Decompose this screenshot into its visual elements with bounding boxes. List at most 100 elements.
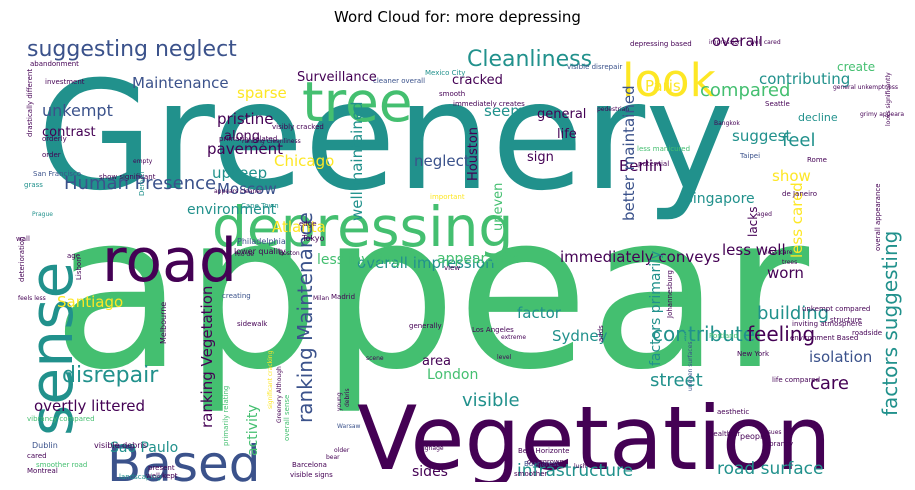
cloud-word: abandonment: [30, 60, 79, 68]
cloud-word: ranking Vegetation: [198, 286, 216, 428]
cloud-word: primarily related: [219, 135, 277, 143]
cloud-word: Dublin: [32, 441, 58, 450]
cloud-word: Moscow: [217, 180, 277, 198]
cloud-word: Rome: [807, 156, 827, 164]
cloud-word: area: [422, 354, 451, 369]
cloud-word: Human Presence: [64, 173, 216, 194]
cloud-word: de Janeiro: [782, 190, 817, 198]
cloud-word: contrast: [42, 125, 96, 140]
cloud-word: less cared: [788, 182, 806, 258]
cloud-word: Greenery: [37, 50, 734, 224]
cloud-word: inviting atmosphere: [792, 320, 862, 328]
cloud-word: roadside: [852, 329, 882, 337]
cloud-word: ranking Maintenance: [293, 212, 317, 423]
cloud-word: looks significantly: [885, 72, 892, 126]
cloud-word: road surface: [717, 459, 823, 479]
cloud-word: life compared: [772, 376, 820, 384]
cloud-word: uneven surfaces: [687, 341, 694, 391]
cloud-word: vibrancy: [763, 440, 793, 448]
cloud-word: Maintenance: [132, 74, 229, 92]
cloud-word: creating: [222, 292, 251, 300]
cloud-word: Berlin: [619, 157, 663, 175]
cloud-word: better maintained: [620, 85, 638, 221]
cloud-word: general unkemptness: [833, 84, 898, 91]
cloud-word: suggesting neglect: [27, 37, 237, 62]
cloud-word: environment: [187, 202, 277, 218]
cloud-word: landscaping: [119, 473, 161, 481]
cloud-word: life: [557, 127, 577, 142]
cloud-word: Houston: [466, 127, 481, 181]
cloud-word: empty: [133, 158, 153, 165]
cloud-word: well maintained: [348, 101, 366, 221]
cloud-word: cracked: [452, 73, 503, 88]
cloud-word: bear: [326, 454, 340, 461]
cloud-word: infrastructure: [517, 461, 633, 481]
cloud-word: Portland: [709, 332, 738, 340]
cloud-word: wall: [16, 235, 30, 243]
cloud-word: worn: [767, 264, 804, 282]
cloud-word: pristine: [217, 110, 273, 128]
cloud-word: feeling: [747, 322, 815, 346]
cloud-word: adds: [597, 325, 605, 342]
cloud-word: unkempt compared: [802, 305, 870, 313]
cloud-word: scene: [366, 355, 384, 362]
cloud-word: smoother: [514, 470, 548, 478]
cloud-word: London: [427, 367, 478, 383]
cloud-word: Paris: [645, 77, 681, 95]
cloud-word: along: [224, 129, 260, 144]
cloud-word: pedestrian: [597, 106, 629, 113]
cloud-word: sparse: [237, 84, 287, 102]
cloud-word: less well: [722, 241, 786, 259]
cloud-word: lacks: [746, 207, 760, 238]
cloud-word: grass: [24, 181, 43, 189]
cloud-word: building: [757, 303, 829, 324]
cloud-word: visible signs: [290, 471, 333, 479]
cloud-word: visible: [462, 390, 520, 411]
cloud-word: Barcelona: [292, 461, 327, 469]
cloud-word: sense: [17, 262, 87, 436]
cloud-word: look: [622, 54, 716, 107]
cloud-word: contribute: [652, 322, 755, 346]
cloud-word: street: [650, 370, 703, 391]
cloud-word: Seattle: [765, 100, 790, 108]
cloud-word: Los Angeles: [472, 326, 514, 334]
cloud-word: create: [837, 60, 875, 74]
cloud-word: Prague: [32, 211, 53, 218]
cloud-word: Denver: [138, 170, 146, 196]
cloud-word: Johannesburg: [666, 270, 674, 319]
cloud-word: less manicured: [637, 145, 690, 153]
cloud-word: people: [740, 432, 767, 441]
cloud-word: issues: [763, 429, 782, 436]
cloud-word: Chicago: [274, 152, 334, 170]
cloud-word: Boston: [279, 250, 300, 257]
cloud-word: compared: [700, 80, 790, 101]
cloud-word: extreme: [501, 334, 526, 341]
cloud-word: young: [336, 392, 343, 411]
cloud-word: seem: [484, 102, 525, 120]
cloud-word: Madrid: [331, 293, 355, 301]
cloud-word: factors suggesting: [878, 231, 902, 416]
cloud-word: Cape Town: [241, 202, 279, 210]
cloud-word: less inviting: [317, 252, 401, 268]
cloud-word: environment Based: [790, 334, 858, 342]
cloud-word: age: [67, 252, 80, 260]
cloud-word: smooth: [439, 90, 465, 98]
cloud-word: investment: [45, 78, 85, 86]
cloud-word: lush: [574, 463, 587, 470]
cloud-word: uneven: [491, 183, 506, 231]
cloud-word: Melbourne: [159, 302, 168, 344]
cloud-word: New York: [737, 350, 770, 358]
cloud-word: Cleanliness: [467, 47, 592, 72]
cloud-word: healthier: [709, 430, 740, 438]
cloud-word: Belo Horizonte: [518, 447, 569, 455]
cloud-word: appear: [52, 166, 810, 417]
cloud-word: contributing: [759, 70, 850, 88]
cloud-word: debris: [344, 388, 351, 407]
cloud-word: overall sense: [283, 395, 291, 441]
cloud-word: important: [430, 193, 465, 201]
cloud-word: immediately conveys: [560, 248, 720, 266]
cloud-word: feels less: [18, 295, 46, 302]
cloud-word: Bucharest: [524, 460, 559, 468]
cloud-word: disrepair: [62, 363, 159, 388]
